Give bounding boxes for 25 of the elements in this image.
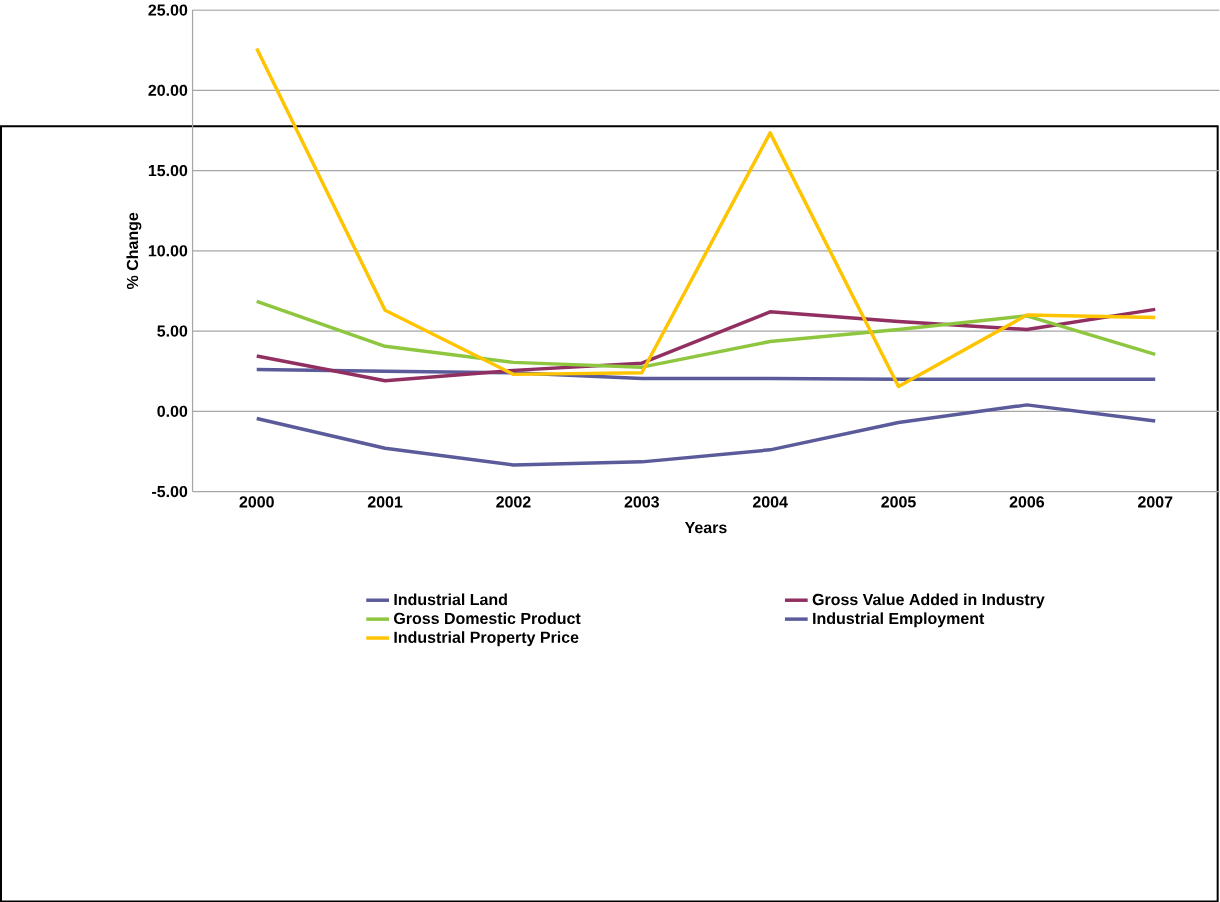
x-tick-label: 2000: [239, 496, 274, 508]
y-tick-label: 10.00: [148, 244, 188, 257]
line-series: [254, 299, 1157, 369]
y-tick-label: -5.00: [152, 485, 188, 497]
x-tick-label: 2003: [624, 496, 659, 508]
x-tick-label: 2007: [1138, 496, 1173, 508]
x-axis-title: Years: [684, 521, 727, 534]
y-tick-label: 15.00: [148, 164, 188, 177]
x-tick-label: 2004: [752, 496, 788, 508]
y-tick-label: 20.00: [148, 84, 188, 96]
y-tick-label: 5.00: [157, 325, 188, 337]
legend-label: Industrial Land: [394, 593, 507, 605]
line-series: [254, 402, 1157, 467]
y-tick-label: 0.00: [157, 405, 188, 417]
legend-label: Gross Domestic Product: [394, 612, 581, 624]
legend-label: Industrial Property Price: [394, 631, 579, 646]
x-tick-label: 2006: [1009, 496, 1045, 508]
line-series: [254, 46, 1157, 388]
legend-label: Gross Value Added in Industry: [812, 593, 1045, 609]
x-tick-label: 2001: [367, 496, 403, 508]
legend-label: Industrial Employment: [813, 612, 985, 628]
x-tick-label: 2002: [496, 496, 531, 508]
y-tick-label: 25.00: [148, 4, 188, 16]
y-axis-title: % Change: [126, 212, 142, 289]
x-tick-label: 2005: [881, 496, 916, 508]
